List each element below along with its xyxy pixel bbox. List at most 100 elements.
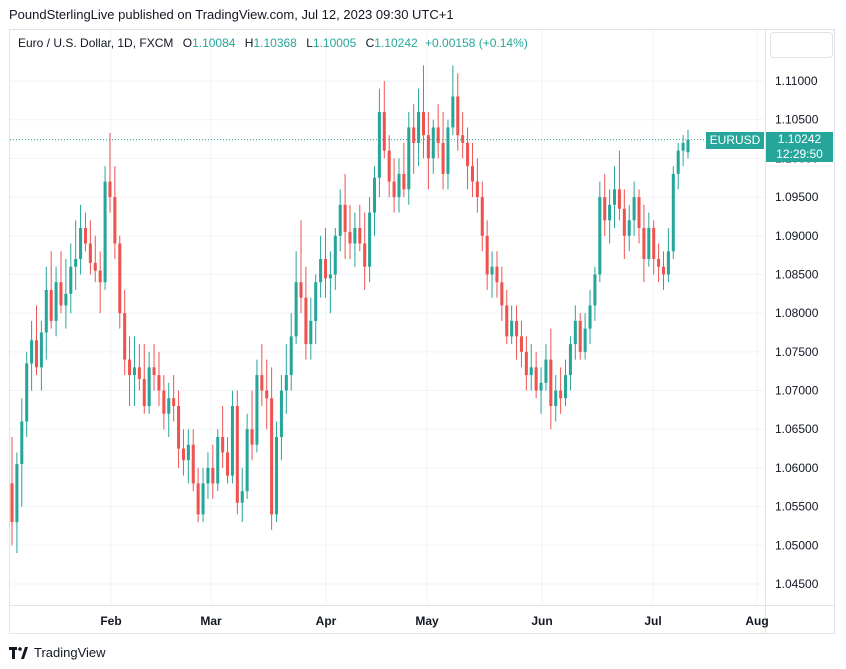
candle-body bbox=[573, 320, 577, 345]
legend-high-label: H bbox=[244, 36, 254, 50]
candle-body bbox=[221, 436, 225, 453]
candle-body bbox=[69, 266, 73, 294]
candle-body bbox=[44, 289, 48, 333]
candle-body bbox=[152, 367, 156, 376]
candle-body bbox=[343, 204, 347, 232]
candle-body bbox=[230, 406, 234, 476]
candle-body bbox=[181, 448, 185, 461]
candle-body bbox=[568, 344, 572, 376]
candle-body bbox=[314, 282, 318, 321]
candle-body bbox=[578, 320, 582, 352]
candle-body bbox=[637, 197, 641, 229]
candle-body bbox=[456, 96, 460, 136]
candle-body bbox=[162, 390, 166, 414]
candle-body bbox=[559, 390, 563, 399]
candle-body bbox=[304, 297, 308, 345]
candle-body bbox=[490, 266, 494, 275]
candle-body bbox=[421, 111, 425, 136]
candle-body bbox=[250, 429, 254, 445]
candle-body bbox=[93, 262, 97, 271]
price-scale-divider bbox=[765, 29, 766, 634]
candle-body bbox=[172, 398, 176, 407]
candle-body bbox=[142, 378, 146, 407]
legend-low-value: 1.10005 bbox=[312, 36, 357, 50]
candle-body bbox=[470, 166, 474, 182]
candle-body bbox=[544, 359, 548, 383]
legend-high-value: 1.10368 bbox=[253, 36, 297, 50]
candle-body bbox=[363, 243, 367, 267]
candle-body bbox=[132, 367, 136, 376]
candle-body bbox=[123, 313, 127, 360]
candle-body bbox=[524, 351, 528, 376]
candle-body bbox=[137, 367, 141, 379]
candle-body bbox=[632, 197, 636, 221]
x-tick-label: Apr bbox=[316, 614, 337, 628]
settings-corner-box[interactable] bbox=[770, 32, 833, 58]
candle-body bbox=[25, 363, 29, 422]
legend-change: +0.00158 (+0.14%) bbox=[425, 36, 528, 50]
price-axis: 1.110001.105001.100001.095001.090001.085… bbox=[775, 74, 819, 591]
candle-body bbox=[549, 359, 553, 407]
time-scale-divider bbox=[9, 605, 835, 606]
candle-body bbox=[402, 173, 406, 190]
candle-body bbox=[534, 367, 538, 391]
candle-body bbox=[328, 274, 332, 279]
candle-body bbox=[245, 429, 249, 492]
y-tick-label: 1.08000 bbox=[775, 306, 819, 320]
candle-body bbox=[157, 375, 161, 391]
candle-body bbox=[74, 258, 78, 267]
legend-symbol: Euro / U.S. Dollar, 1D, FXCM bbox=[18, 36, 174, 50]
candle-body bbox=[353, 228, 357, 244]
legend-open-label: O bbox=[182, 36, 193, 50]
candle-body bbox=[676, 150, 680, 174]
candle-body bbox=[255, 375, 259, 445]
candle-body bbox=[186, 444, 190, 461]
bar-countdown: 12:29:50 bbox=[776, 147, 823, 161]
candle-body bbox=[260, 375, 264, 391]
time-axis: Feb Mar Apr May Jun Jul Aug bbox=[100, 614, 768, 628]
candle-body bbox=[226, 452, 230, 476]
candle-body bbox=[323, 258, 328, 279]
candle-body bbox=[206, 467, 210, 484]
candle-body bbox=[671, 173, 675, 252]
candle-body bbox=[505, 305, 509, 337]
y-tick-label: 1.06500 bbox=[775, 422, 819, 436]
candle-body bbox=[372, 177, 377, 213]
chart-frame bbox=[9, 29, 835, 634]
x-tick-label: Feb bbox=[100, 614, 121, 628]
candle-body bbox=[436, 127, 440, 143]
candle-body bbox=[661, 266, 666, 275]
candle-body bbox=[319, 258, 323, 283]
candle-body bbox=[289, 336, 293, 376]
candle-body bbox=[279, 390, 283, 437]
ohlc-legend: Euro / U.S. Dollar, 1D, FXCM O1.10084 H1… bbox=[18, 36, 528, 50]
candle-body bbox=[64, 293, 68, 306]
candle-body bbox=[59, 282, 63, 306]
legend-close-value: 1.10242 bbox=[374, 36, 418, 50]
candle-body bbox=[294, 282, 298, 337]
x-tick-label: May bbox=[415, 614, 439, 628]
candle-body bbox=[588, 305, 592, 329]
candle-body bbox=[15, 464, 19, 523]
candle-body bbox=[407, 127, 411, 190]
grid-lines bbox=[10, 30, 764, 604]
candle-body bbox=[235, 406, 239, 503]
candle-body bbox=[431, 127, 435, 159]
last-price-tag: 1.10242 12:29:50 bbox=[766, 132, 833, 162]
candle-body bbox=[519, 336, 523, 352]
candle-body bbox=[387, 150, 391, 182]
candle-body bbox=[426, 135, 430, 159]
candle-body bbox=[299, 282, 303, 298]
candle-body bbox=[608, 204, 612, 221]
candle-body bbox=[647, 228, 651, 259]
y-tick-label: 1.07500 bbox=[775, 345, 819, 359]
y-tick-label: 1.08500 bbox=[775, 267, 819, 281]
candle-body bbox=[451, 96, 455, 128]
candle-body bbox=[642, 228, 646, 259]
candle-body bbox=[480, 197, 484, 236]
candle-body bbox=[666, 251, 670, 275]
candle-body bbox=[270, 398, 274, 515]
y-tick-label: 1.09000 bbox=[775, 229, 819, 243]
candle-body bbox=[686, 139, 690, 153]
